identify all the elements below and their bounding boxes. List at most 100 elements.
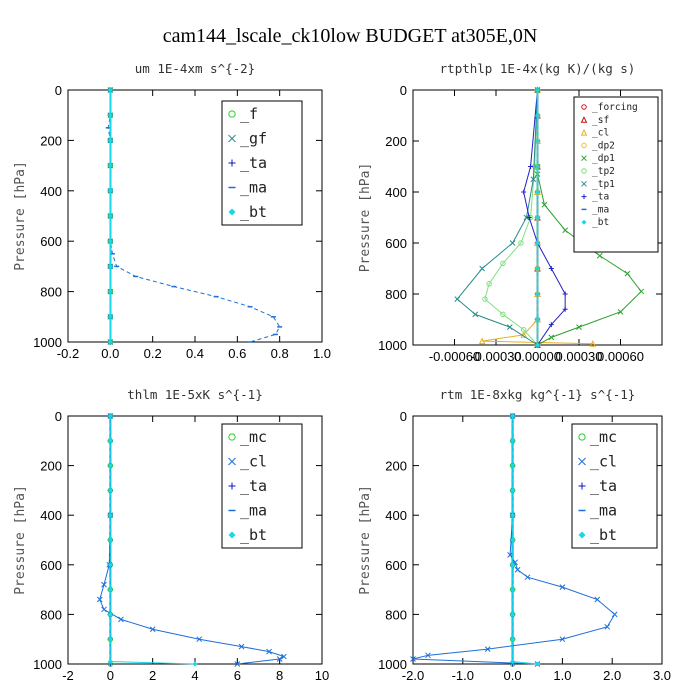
data-point	[510, 463, 516, 469]
y-tick-label: 0	[400, 409, 407, 424]
legend-label: _mc	[240, 428, 267, 446]
y-axis-label: Pressure [hPa]	[13, 161, 28, 271]
legend-label: _ma	[592, 204, 609, 215]
legend-marker	[581, 142, 587, 149]
x-tick-label: 0.0	[504, 668, 522, 683]
data-point	[107, 163, 113, 169]
data-point	[238, 643, 245, 650]
data-point	[559, 636, 566, 643]
legend-marker	[578, 482, 586, 490]
data-point	[107, 537, 113, 543]
data-point	[523, 214, 530, 221]
data-point	[624, 270, 631, 277]
legend-label: _cl	[592, 128, 609, 139]
x-tick-label: 0.00060	[597, 349, 644, 364]
data-point	[506, 324, 513, 331]
data-point	[107, 213, 113, 219]
data-point	[510, 487, 516, 493]
data-point	[510, 611, 516, 617]
panel-title: um 1E-4xm s^{-2}	[135, 61, 255, 76]
data-point	[107, 562, 113, 568]
data-point	[276, 656, 283, 662]
data-point	[510, 438, 516, 444]
legend-label: _ma	[240, 179, 267, 197]
data-point	[149, 626, 156, 633]
legend-marker	[581, 219, 587, 225]
legend-label: _sf	[592, 115, 609, 126]
data-point	[281, 653, 287, 660]
figure-title: cam144_lscale_ck10low BUDGET at305E,0N	[163, 25, 538, 47]
data-point	[535, 138, 540, 144]
data-point	[562, 306, 568, 312]
y-tick-label: 0	[400, 83, 407, 98]
x-tick-label: 1.0	[313, 346, 331, 361]
legend-label: _ta	[592, 192, 609, 203]
data-point	[510, 512, 516, 518]
x-tick-label: 0.2	[144, 346, 162, 361]
data-point	[510, 537, 516, 543]
legend-label: _forcing	[592, 102, 638, 113]
data-point	[454, 296, 461, 302]
y-axis-label: Pressure [hPa]	[358, 163, 373, 273]
data-point	[482, 296, 488, 302]
legend-marker	[581, 194, 587, 200]
y-tick-label: 0	[55, 83, 62, 98]
data-point	[192, 661, 198, 667]
x-tick-label: 0.4	[186, 346, 204, 361]
data-point	[507, 552, 513, 558]
panel-3: thlm 1E-5xK s^{-1} Pressure [hPa] 0 200 400 6…	[13, 387, 329, 683]
data-point	[101, 606, 107, 613]
legend-marker	[580, 116, 588, 123]
legend-box	[573, 96, 659, 253]
x-tick-label: 0.6	[228, 346, 246, 361]
data-point	[526, 215, 532, 220]
data-point	[559, 584, 566, 590]
legend-label: _ta	[240, 154, 267, 172]
legend-label: _bt	[240, 526, 267, 544]
legend: _mc _cl _ta _ma _bt	[221, 423, 303, 549]
series-line-bt	[512, 416, 538, 665]
x-tick-label: -0.00060	[429, 349, 480, 364]
y-tick-label: 400	[385, 508, 407, 523]
y-axis-label: Pressure [hPa]	[358, 485, 373, 595]
data-point	[548, 334, 555, 341]
legend-marker	[228, 531, 236, 539]
legend-marker	[228, 159, 236, 167]
data-point	[484, 646, 491, 652]
data-point	[611, 611, 618, 618]
legend: _forcing _sf _cl_dp2 _dp1 _tp2 _tp1 _ta_ma _bt	[573, 96, 659, 253]
data-point	[594, 596, 601, 603]
data-point	[604, 623, 611, 630]
y-tick-label: 1000	[378, 657, 407, 672]
data-point	[528, 164, 534, 169]
data-point	[541, 201, 548, 208]
data-point	[107, 339, 113, 345]
data-point	[535, 317, 540, 322]
legend-label: _bt	[592, 217, 609, 228]
data-point	[107, 188, 113, 194]
data-point	[196, 636, 203, 643]
x-tick-label: -0.00030	[470, 349, 521, 364]
legend: _f _gf _ta _ma _bt	[221, 100, 303, 226]
panel-4: rtm 1E-8xkg kg^{-1} s^{-1} Pressure [hPa]…	[358, 387, 671, 683]
panel-2: rtpthlp 1E-4x(kg K)/(kg s) Pressure [hPa]…	[358, 61, 663, 364]
y-tick-label: 800	[40, 285, 62, 300]
data-point	[596, 252, 603, 259]
series-line-tp1	[456, 89, 538, 346]
legend-label: _dp2	[592, 140, 615, 151]
series-line-bt	[109, 416, 196, 665]
x-tick-label: -2	[62, 668, 74, 683]
legend-marker	[578, 531, 586, 539]
data-point	[410, 656, 416, 662]
legend-label: _tp1	[592, 179, 615, 190]
y-tick-label: 600	[40, 234, 62, 249]
data-point	[510, 659, 516, 665]
y-tick-label: 200	[385, 459, 407, 474]
data-point	[535, 189, 540, 195]
legend-marker	[578, 457, 586, 466]
legend-label: _gf	[240, 130, 267, 148]
x-tick-label: 0.8	[271, 346, 289, 361]
x-tick-label: -1.0	[452, 668, 474, 683]
data-point	[510, 587, 516, 593]
